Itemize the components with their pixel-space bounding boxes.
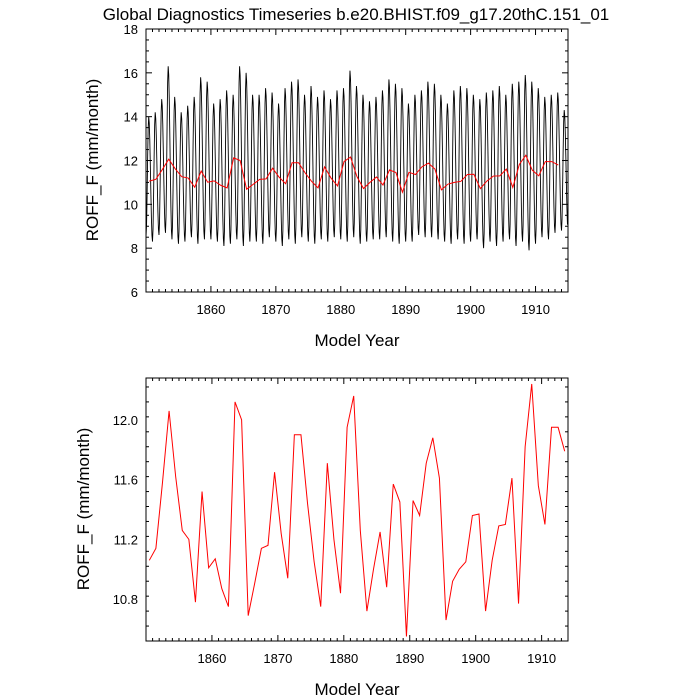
x-tick-label: 1860 — [197, 651, 226, 666]
annual-mean-series-line — [149, 154, 559, 194]
y-tick-label: 16 — [124, 66, 138, 81]
monthly-series-line — [145, 66, 568, 251]
top-ticks: 1860 1870 1880 1890 1900 1910 6 8 10 12 14 16 18 — [124, 22, 569, 317]
top-series — [145, 66, 568, 251]
y-tick-label: 12.0 — [113, 413, 138, 428]
x-tick-label: 1870 — [263, 651, 292, 666]
y-tick-label: 11.6 — [114, 473, 138, 488]
bottom-x-axis-title: Model Year — [314, 680, 399, 699]
bottom-ticks: 1860 1870 1880 1890 1900 1910 10.8 11.2 11.6 12.0 — [113, 378, 569, 666]
y-tick-label: 14 — [124, 110, 138, 125]
x-tick-label: 1870 — [261, 302, 290, 317]
x-tick-label: 1900 — [456, 302, 485, 317]
x-tick-label: 1890 — [395, 651, 424, 666]
annual-mean-series-line — [148, 383, 566, 637]
y-tick-label: 10.8 — [113, 592, 138, 607]
x-tick-label: 1880 — [329, 651, 358, 666]
bottom-panel: 1860 1870 1880 1890 1900 1910 10.8 11.2 11.6 12.0… — [74, 377, 569, 699]
y-tick-label: 6 — [131, 285, 138, 300]
y-tick-label: 12 — [124, 154, 138, 169]
y-tick-label: 10 — [124, 197, 138, 212]
top-panel: 1860 1870 1880 1890 1900 1910 6 8 10 12 14 16 18 Mod… — [83, 22, 569, 350]
y-tick-label: 11.2 — [114, 532, 138, 547]
bottom-y-axis-title: ROFF_F (mm/month) — [74, 428, 93, 590]
top-y-axis-title: ROFF_F (mm/month) — [83, 79, 102, 241]
y-tick-label: 18 — [124, 22, 138, 37]
x-tick-label: 1910 — [527, 651, 556, 666]
bottom-series — [148, 383, 566, 637]
x-tick-label: 1900 — [461, 651, 490, 666]
x-tick-label: 1910 — [521, 302, 550, 317]
x-tick-label: 1890 — [391, 302, 420, 317]
bottom-plot-frame — [145, 377, 569, 642]
x-tick-label: 1880 — [326, 302, 355, 317]
y-tick-label: 8 — [131, 241, 138, 256]
figure-title: Global Diagnostics Timeseries b.e20.BHIS… — [103, 5, 610, 24]
top-x-axis-title: Model Year — [314, 331, 399, 350]
x-tick-label: 1860 — [196, 302, 225, 317]
